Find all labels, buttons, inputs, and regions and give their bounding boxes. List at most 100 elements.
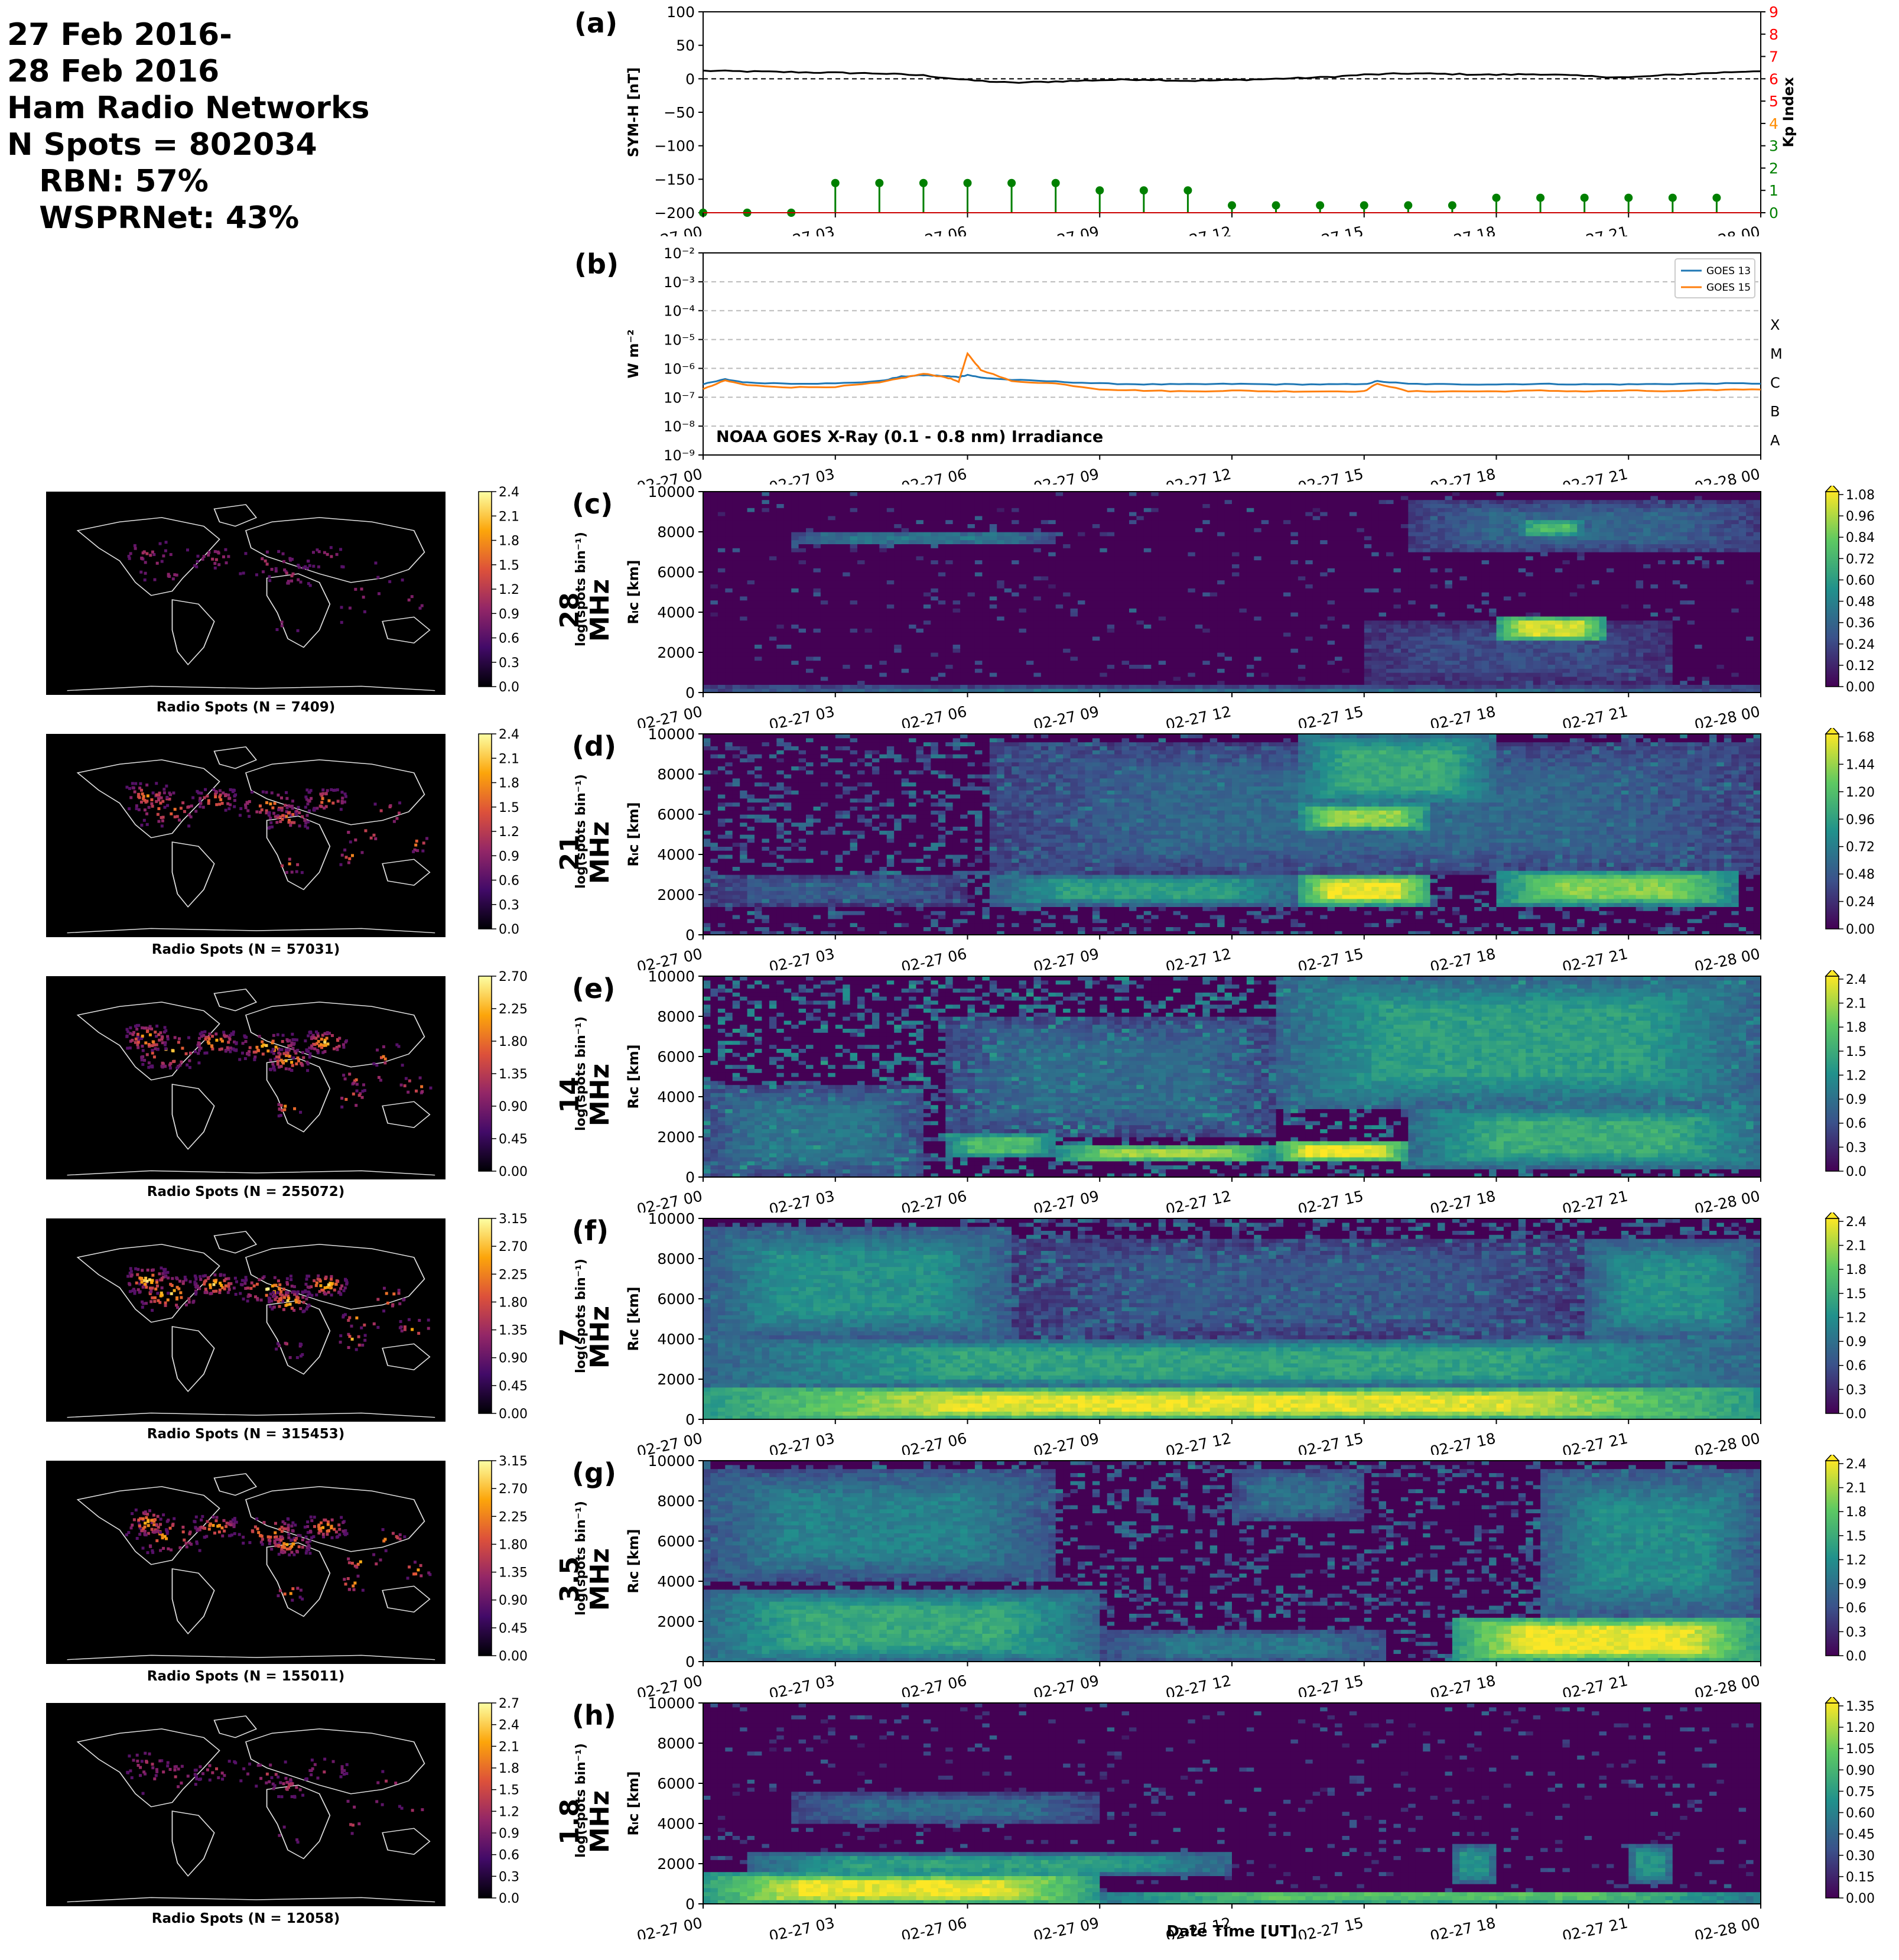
heatmap-cell	[1526, 644, 1534, 649]
heatmap-cell	[783, 580, 792, 584]
heatmap-cell	[1614, 608, 1622, 613]
heatmap-cell	[776, 676, 785, 681]
heatmap-cell	[703, 648, 711, 653]
heatmap-cell	[1166, 660, 1174, 665]
heatmap-cell	[798, 668, 807, 673]
heatmap-cell	[1114, 628, 1123, 633]
heatmap-cell	[1680, 632, 1688, 637]
heatmap-cell	[1151, 600, 1159, 604]
heatmap-cell	[1665, 612, 1673, 617]
heatmap-cell	[1584, 588, 1592, 593]
heatmap-cell	[872, 568, 880, 573]
heatmap-cell	[1378, 640, 1387, 645]
heatmap-cell	[872, 588, 880, 593]
map-title: Radio Spots (N = 7409)	[46, 700, 446, 715]
map-spot	[360, 587, 363, 591]
heatmap-cell	[1607, 612, 1614, 617]
heatmap-cell	[1209, 684, 1218, 689]
heatmap-cell	[1599, 608, 1607, 613]
heatmap-cell	[1687, 648, 1695, 653]
heatmap-cell	[1400, 652, 1409, 657]
heatmap-cell	[1430, 600, 1438, 604]
heatmap-cell	[1019, 592, 1027, 597]
heatmap-cell	[1687, 580, 1695, 584]
heatmap-cell	[1614, 688, 1622, 693]
heatmap-cell	[1048, 660, 1056, 665]
heatmap-cell	[1121, 612, 1130, 617]
heatmap-cell	[1327, 588, 1335, 593]
heatmap-cell	[1393, 572, 1402, 577]
heatmap-cell	[1254, 568, 1262, 573]
heatmap-cell	[1298, 672, 1306, 677]
heatmap-cell	[1607, 656, 1614, 661]
heatmap-cell	[740, 628, 748, 633]
heatmap-cell	[1019, 632, 1027, 637]
heatmap-cell	[850, 604, 858, 609]
heatmap-cell	[1246, 596, 1254, 601]
heatmap-cell	[1709, 656, 1717, 661]
heatmap-cell	[1672, 656, 1680, 661]
heatmap-cell	[776, 620, 785, 625]
heatmap-cell	[1342, 672, 1350, 677]
heatmap-cell	[1599, 632, 1607, 637]
heatmap-cell	[1518, 640, 1526, 645]
heatmap-cell	[1173, 636, 1181, 641]
heatmap-cell	[1158, 612, 1166, 617]
heatmap-cell	[1239, 596, 1247, 601]
heatmap-cell	[769, 612, 777, 617]
heatmap-cell	[1254, 676, 1262, 681]
heatmap-cell	[798, 564, 807, 568]
heatmap-cell	[1643, 644, 1651, 649]
heatmap-cell	[1342, 668, 1350, 673]
heatmap-cell	[901, 668, 909, 673]
heatmap-cell	[791, 688, 799, 693]
heatmap-cell	[783, 664, 792, 669]
heatmap-cell	[1716, 584, 1725, 589]
heatmap-cell	[747, 568, 755, 573]
heatmap-cell	[1503, 616, 1511, 621]
heatmap-cell	[1445, 576, 1453, 581]
heatmap-cell	[1466, 660, 1475, 665]
heatmap-cell	[1143, 688, 1152, 693]
heatmap-cell	[820, 680, 828, 685]
heatmap-cell	[1702, 656, 1710, 661]
heatmap-cell	[1687, 636, 1695, 641]
goes-y-label: W m⁻²	[625, 329, 642, 378]
heatmap-cell	[1496, 572, 1504, 577]
heatmap-cell	[1665, 652, 1673, 657]
heatmap-cell	[1650, 672, 1659, 677]
heatmap-cell	[1181, 648, 1188, 653]
heatmap-cell	[806, 576, 814, 581]
heatmap-cell	[755, 628, 762, 633]
heatmap-cell	[1173, 680, 1181, 685]
heatmap-cell	[1261, 580, 1269, 584]
heatmap-cell	[1320, 608, 1328, 613]
heatmap-cell	[1121, 680, 1130, 685]
heatmap-cell	[1033, 620, 1042, 625]
heatmap-cell	[740, 656, 748, 661]
heatmap-cell	[1254, 668, 1262, 673]
heatmap-cell	[1533, 628, 1541, 633]
heatmap-cell	[864, 660, 873, 665]
heatmap-cell	[1518, 620, 1526, 625]
heatmap-cell	[1269, 648, 1277, 653]
heatmap-cell	[967, 656, 975, 661]
heatmap-cell	[828, 564, 836, 568]
heatmap-cell	[1607, 644, 1614, 649]
heatmap-cell	[901, 604, 909, 609]
heatmap-cell	[717, 672, 726, 677]
heatmap-cell	[1592, 672, 1600, 677]
heatmap-cell	[1085, 684, 1093, 689]
heatmap-cell	[1540, 588, 1549, 593]
heatmap-cell	[1217, 656, 1225, 661]
heatmap-cell	[1724, 588, 1732, 593]
map-colorbar-label: log(spots bin⁻¹)	[574, 532, 588, 646]
heatmap-cell	[1224, 668, 1233, 673]
heatmap-cell	[1643, 636, 1651, 641]
map-colorbar-tick-label: 0.9	[499, 607, 519, 622]
heatmap-cell	[1364, 604, 1372, 609]
heatmap-cell	[850, 688, 858, 693]
heatmap-cell	[1136, 644, 1144, 649]
heatmap-cell	[1209, 648, 1218, 653]
heatmap-cell	[1276, 660, 1284, 665]
